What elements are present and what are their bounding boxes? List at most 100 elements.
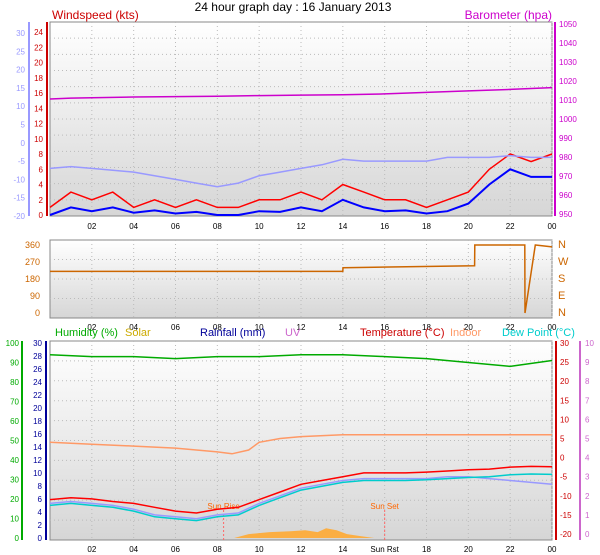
outer-tick-label: -10 [13, 175, 25, 184]
humidity-tick-label: 0 [15, 534, 20, 543]
temp-tick-label: 15 [560, 396, 569, 405]
wind-tick-label: 18 [34, 74, 43, 83]
outer-tick-label: 5 [21, 121, 26, 130]
baro-tick-label: 1020 [559, 77, 577, 86]
sun-annotation: Sun Rise [207, 502, 240, 511]
baro-tick-label: 980 [559, 153, 573, 162]
wind-tick-label: 10 [34, 135, 43, 144]
baro-tick-label: 960 [559, 191, 573, 200]
direction-tick-label: 90 [30, 291, 40, 301]
humidity-tick-label: 10 [10, 515, 19, 524]
rain-tick-label: 16 [33, 430, 42, 439]
x-tick-label: 10 [255, 545, 264, 554]
series-dew [49, 473, 553, 522]
baro-tick-label: 1030 [559, 58, 577, 67]
temperature-panel-bg [49, 340, 553, 541]
uv-tick-label: 5 [585, 435, 590, 444]
series-baro [49, 86, 553, 100]
wind-tick-label: 14 [34, 104, 43, 113]
compass-tick-label: E [558, 290, 565, 302]
uv-tick-label: 0 [585, 530, 590, 539]
series-wind [49, 153, 553, 209]
wind-tick-label: 24 [34, 28, 43, 37]
x-tick-label: 00 [548, 222, 557, 231]
humidity-tick-label: 50 [10, 437, 19, 446]
compass-tick-label: W [558, 256, 569, 268]
x-tick-label: 22 [506, 545, 515, 554]
baro-tick-label: 990 [559, 134, 573, 143]
wind-tick-label: 20 [34, 59, 43, 68]
baro-tick-label: 1010 [559, 96, 577, 105]
temp-tick-label: -10 [560, 492, 572, 501]
compass-tick-label: N [558, 307, 566, 319]
rain-tick-label: 26 [33, 365, 42, 374]
x-tick-label: 02 [87, 323, 96, 332]
rain-tick-label: 20 [33, 404, 42, 413]
x-tick-label: 20 [464, 323, 473, 332]
direction-tick-label: 360 [25, 240, 40, 250]
humidity-tick-label: 20 [10, 495, 19, 504]
x-tick-label: 04 [129, 545, 138, 554]
x-tick-label: 10 [255, 323, 264, 332]
wind-tick-label: 8 [39, 150, 44, 159]
baro-tick-label: 1050 [559, 20, 577, 29]
x-tick-label: 08 [213, 323, 222, 332]
wind-tick-label: 0 [39, 211, 44, 220]
x-tick-label: 02 [87, 545, 96, 554]
temp-tick-label: 0 [560, 454, 565, 463]
temp-tick-label: 20 [560, 377, 569, 386]
x-tick-label: 16 [380, 222, 389, 231]
legend-dew: Dew Point (°C) [502, 327, 575, 339]
uv-tick-label: 2 [585, 492, 590, 501]
temp-tick-label: 25 [560, 358, 569, 367]
outer-tick-label: 30 [16, 29, 25, 38]
outer-tick-label: 25 [16, 47, 25, 56]
x-tick-label: 18 [422, 323, 431, 332]
sun-annotation: Sun Set [370, 502, 399, 511]
compass-tick-label: S [558, 273, 565, 285]
series-indoor [49, 433, 552, 455]
humidity-tick-label: 100 [6, 339, 20, 348]
compass-tick-label: N [558, 239, 566, 251]
direction-panel-bg [49, 239, 553, 319]
uv-tick-label: 4 [585, 454, 590, 463]
x-tick-label: 12 [297, 545, 306, 554]
x-tick-label: 14 [338, 222, 347, 231]
temp-tick-label: 30 [560, 339, 569, 348]
wind-tick-label: 12 [34, 120, 43, 129]
wind-tick-label: 6 [39, 165, 44, 174]
humidity-tick-label: 90 [10, 359, 19, 368]
baro-tick-label: 1040 [559, 39, 577, 48]
rain-tick-label: 14 [33, 443, 42, 452]
x-tick-label: 18 [422, 222, 431, 231]
direction-tick-label: 180 [25, 274, 40, 284]
x-tick-label: 16 [380, 323, 389, 332]
wind-tick-label: 22 [34, 43, 43, 52]
rain-tick-label: 4 [38, 508, 43, 517]
humidity-tick-label: 60 [10, 417, 19, 426]
x-tick-label: 12 [297, 323, 306, 332]
series-gust [49, 168, 552, 216]
humidity-tick-label: 40 [10, 456, 19, 465]
x-tick-label: 22 [506, 323, 515, 332]
rain-tick-label: 18 [33, 417, 42, 426]
x-tick-label: 04 [129, 222, 138, 231]
temp-tick-label: -5 [560, 473, 568, 482]
x-tick-label: 12 [297, 222, 306, 231]
uv-tick-label: 3 [585, 473, 590, 482]
series-tempLine [49, 465, 553, 514]
temp-tick-label: -15 [560, 511, 572, 520]
outer-tick-label: -20 [13, 212, 25, 221]
baro-tick-label: 950 [559, 210, 573, 219]
humidity-tick-label: 30 [10, 476, 19, 485]
baro-tick-label: 1000 [559, 115, 577, 124]
outer-tick-label: -5 [18, 157, 26, 166]
x-tick-label: 14 [338, 323, 347, 332]
uv-tick-label: 9 [585, 358, 590, 367]
series-heat [49, 475, 553, 520]
rain-tick-label: 24 [33, 378, 42, 387]
legend-temp: Temperature (°C) [360, 327, 444, 339]
x-tick-label: 14 [338, 545, 347, 554]
temp-tick-label: 5 [560, 435, 565, 444]
